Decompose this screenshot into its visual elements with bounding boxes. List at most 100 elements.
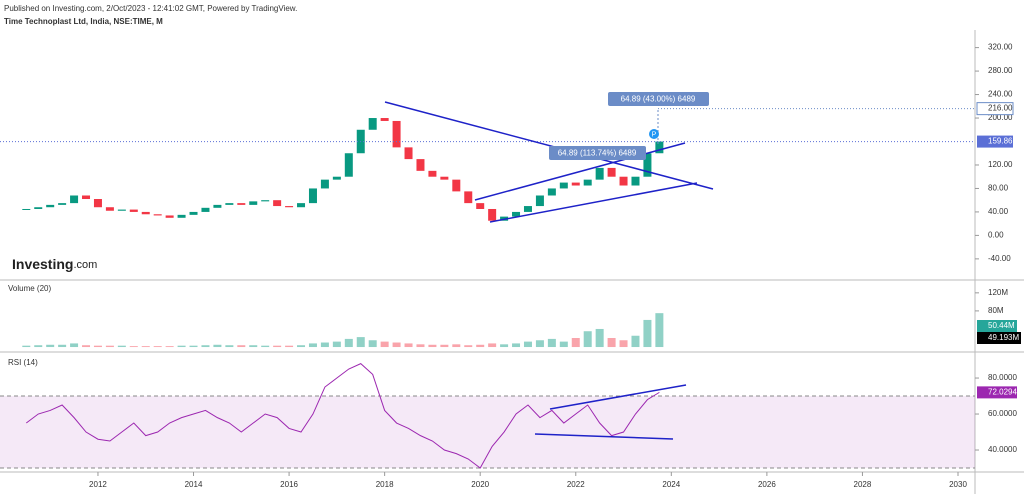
y-tick-label: 80M (988, 306, 1004, 315)
volume-bar (392, 342, 401, 348)
y-tick-label: 280.00 (988, 66, 1013, 75)
symbol: Time Technoplast Ltd, India, NSE:TIME, M (4, 17, 163, 26)
marker-label: P (652, 131, 657, 138)
volume-bar (117, 345, 126, 348)
candle-body (368, 118, 377, 130)
candle-body (129, 209, 138, 212)
y-tick-label: 80.00 (988, 184, 1009, 193)
candle-body (452, 179, 461, 192)
volume-bar (547, 338, 556, 348)
candle-body (512, 211, 521, 217)
candle-body (70, 195, 79, 204)
volume-bar (320, 342, 329, 348)
x-tick-label: 2020 (471, 480, 489, 489)
candle-body (464, 191, 473, 204)
y-tick-label: 120M (988, 288, 1008, 297)
y-tick-label: 40.0000 (988, 445, 1017, 454)
pane-title: Volume (20) (8, 284, 51, 293)
volume-bar (380, 341, 389, 348)
volume-bar (285, 345, 294, 348)
logo-suffix: .com (73, 259, 97, 271)
volume-last-box (977, 320, 1017, 332)
volume-bar (512, 343, 521, 348)
volume-bar (58, 344, 67, 348)
volume-bar (141, 346, 150, 348)
volume-bar (368, 340, 377, 348)
candle-body (93, 199, 102, 208)
x-tick-label: 2028 (854, 480, 872, 489)
volume-bar (189, 345, 198, 348)
volume-bar (523, 341, 532, 348)
rsi-band (0, 396, 975, 469)
volume-bar (70, 343, 79, 348)
candle-body (523, 206, 532, 212)
y-tick-label: 320.00 (988, 43, 1013, 52)
volume-bar (452, 344, 461, 348)
candle-body (428, 170, 437, 177)
volume-bar (559, 341, 568, 348)
volume-bar (571, 338, 580, 348)
candle-body (440, 176, 449, 180)
candle-body (332, 176, 341, 180)
volume-bar (213, 344, 222, 348)
volume-bar (619, 340, 628, 348)
volume-bar (297, 345, 306, 348)
volume-bar (237, 345, 246, 348)
volume-bar (655, 313, 664, 348)
y-tick-label: -40.00 (988, 254, 1011, 263)
candle-body (249, 201, 258, 205)
target-label: 216.00 (988, 104, 1013, 113)
candle-body (273, 200, 282, 207)
volume-bar (93, 345, 102, 348)
volume-bar (273, 345, 282, 348)
volume-bar (225, 345, 234, 348)
trendline (384, 101, 714, 190)
volume-bar (165, 346, 174, 348)
candle-body (237, 203, 246, 205)
candle-body (571, 182, 580, 186)
candle-body (261, 200, 270, 202)
candle-body (117, 209, 126, 211)
candle-body (619, 176, 628, 186)
candle-body (488, 208, 497, 221)
logo: Investing.com (12, 256, 97, 272)
trendline (549, 384, 687, 410)
volume-bar (488, 343, 497, 348)
volume-bar (344, 338, 353, 348)
y-tick-label: 40.00 (988, 207, 1009, 216)
volume-bar (82, 345, 91, 348)
candle-body (476, 203, 485, 209)
volume-bar (583, 331, 592, 348)
volume-bar (356, 337, 365, 348)
volume-bar (428, 344, 437, 348)
y-tick-label: 120.00 (988, 160, 1013, 169)
target-box (976, 102, 1014, 116)
pane-title: RSI (14) (8, 358, 38, 367)
annotation: 64.89 (113.74%) 6489 (558, 149, 637, 158)
y-tick-label: 0.00 (988, 231, 1004, 240)
volume-bar (535, 340, 544, 348)
candle-body (22, 208, 31, 210)
candle-body (595, 167, 604, 180)
y-tick-label: 60.0000 (988, 409, 1017, 418)
volume-bar (631, 335, 640, 348)
candle-body (607, 167, 616, 177)
annotation: 64.89 (43.00%) 6489 (621, 95, 696, 104)
x-tick-label: 2022 (567, 480, 585, 489)
volume-bar (46, 344, 55, 348)
volume-bar (464, 345, 473, 348)
candle-body (105, 207, 114, 211)
rsi-line (25, 363, 660, 469)
x-tick-label: 2014 (185, 480, 203, 489)
y-tick-label: 80.0000 (988, 373, 1017, 382)
candle-body (535, 195, 544, 207)
volume-bar (500, 344, 509, 348)
volume-bar (153, 346, 162, 348)
volume-bar (105, 345, 114, 348)
trendline (474, 142, 686, 201)
trendline (534, 433, 674, 440)
candle-body (141, 211, 150, 215)
trendline (489, 182, 698, 223)
candle-body (308, 188, 317, 204)
